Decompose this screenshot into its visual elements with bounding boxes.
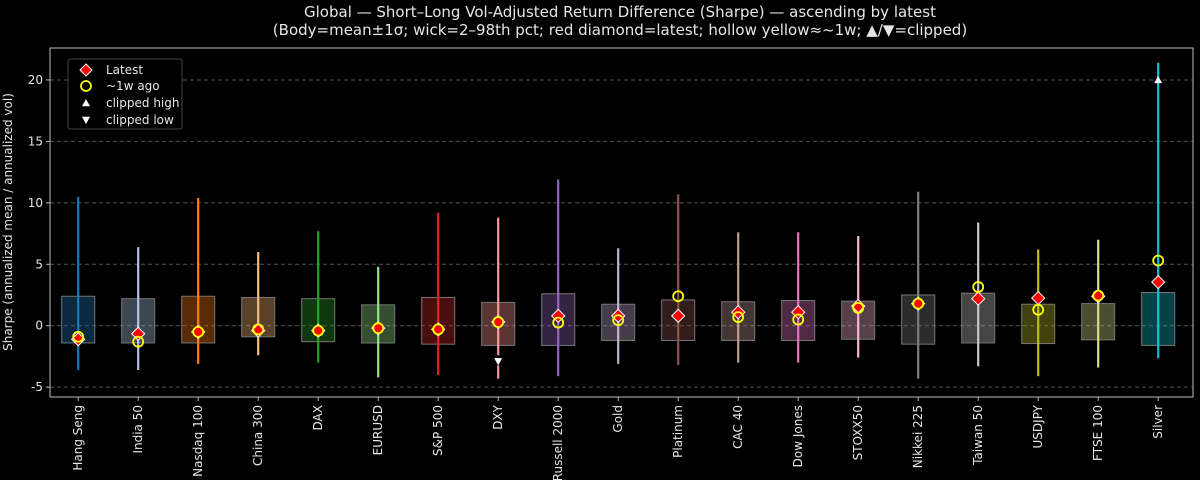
x-tick-label: STOXX50 (851, 405, 865, 460)
plot-frame (49, 47, 1194, 398)
legend-clipped-low-marker (82, 116, 90, 124)
box-india-50 (121, 247, 156, 370)
box-eurusd (361, 266, 396, 378)
x-axis: Hang Seng India 50 Nasdaq 100 China 300 DAX E… (71, 397, 1165, 480)
x-tick-label: Silver (1151, 405, 1165, 439)
week-ago-marker (852, 302, 865, 314)
box-hang-seng (61, 196, 96, 370)
week-ago-marker (132, 335, 145, 348)
week-ago-marker (792, 313, 805, 326)
week-ago-marker (972, 281, 985, 293)
box-dow-jones (781, 232, 816, 363)
week-ago-marker (1152, 254, 1165, 267)
box-dax (301, 231, 336, 363)
box-china-300 (241, 251, 276, 356)
x-tick-label: Russell 2000 (551, 405, 565, 480)
x-tick-label: India 50 (131, 405, 145, 454)
grid (50, 79, 1193, 388)
x-tick-label: Taiwan 50 (971, 405, 985, 466)
week-ago-marker (192, 325, 205, 338)
box-dxy (481, 217, 516, 379)
x-tick-label: S&P 500 (431, 405, 445, 456)
legend-label: clipped high (106, 96, 179, 110)
week-ago-marker (612, 314, 625, 327)
box-stoxx50 (841, 236, 876, 358)
latest-marker (670, 308, 686, 324)
y-tick-label: 10 (28, 196, 43, 210)
y-tick-label: 20 (28, 73, 43, 87)
week-ago-marker (312, 324, 325, 337)
box-ftse-100 (1081, 239, 1116, 368)
box-russell-2000 (541, 179, 576, 377)
week-ago-marker (252, 323, 265, 336)
legend-week-ago-marker (80, 80, 92, 92)
week-ago-marker (72, 330, 85, 343)
week-ago-marker (492, 316, 505, 328)
latest-marker (970, 291, 986, 306)
clipped-low-marker (494, 358, 503, 366)
week-ago-marker (732, 311, 745, 324)
week-ago-marker (672, 290, 685, 303)
y-axis: -5 0 5 10 15 20 (28, 73, 50, 394)
x-tick-label: China 300 (251, 405, 265, 466)
x-tick-label: USDJPY (1031, 404, 1045, 448)
x-tick-label: Nasdaq 100 (191, 405, 205, 477)
legend-frame (67, 58, 183, 130)
marks (61, 62, 1176, 379)
legend-clipped-high-marker (82, 99, 90, 107)
latest-marker (1030, 290, 1046, 306)
y-tick-label: -5 (31, 380, 43, 394)
x-tick-label: Platinum (671, 405, 685, 458)
box-platinum (661, 194, 696, 366)
box-nasdaq-100 (181, 197, 216, 364)
chart-subtitle: (Body=mean±1σ; wick=2–98th pct; red diam… (273, 21, 967, 39)
week-ago-marker (1032, 303, 1045, 316)
legend: Latest ~1w ago clipped high clipped low (67, 58, 183, 130)
week-ago-marker (912, 297, 925, 310)
week-ago-marker (1092, 289, 1105, 302)
x-tick-label: Gold (611, 405, 625, 433)
chart-title: Global — Short–Long Vol-Adjusted Return … (304, 3, 936, 21)
box-cac-40 (721, 232, 756, 363)
legend-label: ~1w ago (106, 79, 160, 93)
week-ago-marker (432, 323, 445, 336)
box-usdjpy (1021, 249, 1056, 377)
x-tick-label: CAC 40 (731, 405, 745, 449)
legend-label: clipped low (106, 113, 174, 127)
y-axis-label: Sharpe (annualized mean / annualized vol… (1, 93, 15, 351)
y-tick-label: 5 (35, 257, 43, 271)
clipped-high-marker (1154, 75, 1163, 84)
y-tick-label: 0 (35, 319, 43, 333)
y-tick-label: 15 (28, 134, 43, 148)
x-tick-label: DXY (491, 404, 505, 429)
box-nikkei-225 (901, 191, 936, 379)
latest-marker (79, 63, 93, 77)
latest-marker (1150, 274, 1166, 290)
box-s-p-500 (421, 212, 456, 375)
legend-label: Latest (106, 63, 143, 77)
x-tick-label: DAX (311, 405, 325, 430)
x-tick-label: FTSE 100 (1091, 405, 1105, 461)
x-tick-label: Nikkei 225 (911, 405, 925, 468)
x-tick-label: Hang Seng (71, 405, 85, 471)
box-gold (601, 248, 636, 364)
box-taiwan-50 (961, 222, 996, 367)
x-tick-label: EURUSD (371, 405, 385, 455)
week-ago-marker (372, 322, 385, 335)
box-silver (1141, 62, 1176, 359)
x-tick-label: Dow Jones (791, 405, 805, 467)
week-ago-marker (552, 316, 565, 329)
